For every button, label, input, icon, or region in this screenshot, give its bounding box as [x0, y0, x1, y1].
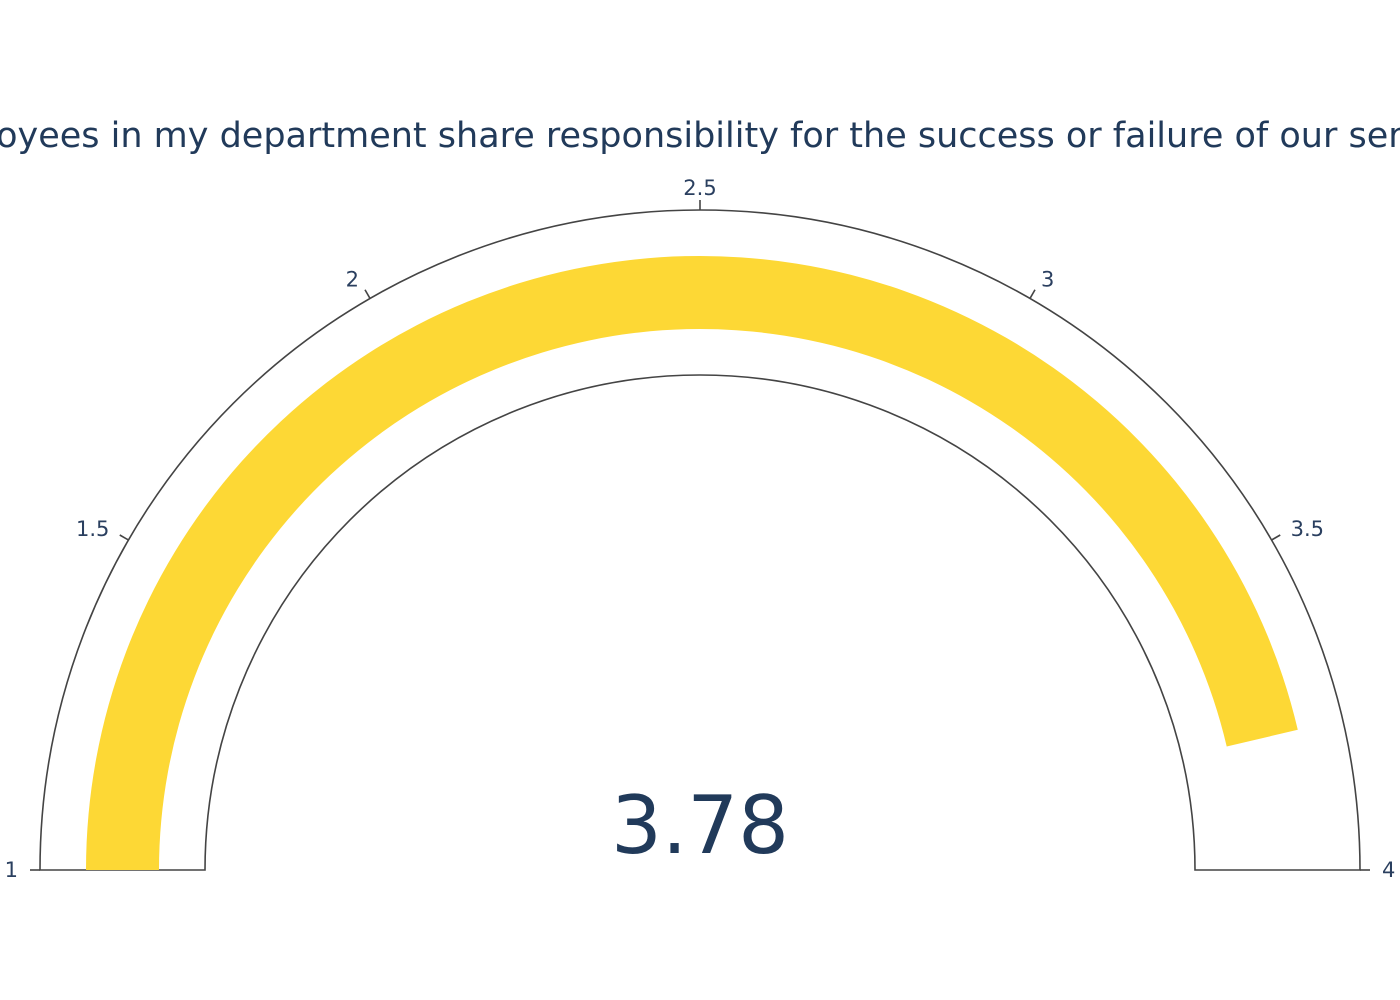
tick-label: 1.5: [76, 517, 109, 541]
chart-title: Employees in my department share respons…: [0, 116, 1400, 156]
tick-label: 2: [346, 267, 359, 291]
gauge-value-label: 3.78: [611, 779, 789, 872]
gauge-tick: [364, 289, 371, 299]
gauge-axis: 1 1.5 2 2.5 3 3.5 4: [5, 176, 1396, 882]
gauge-outline: [39, 209, 1361, 871]
tick-label: 1: [5, 858, 18, 882]
gauge-tick: [1271, 534, 1281, 541]
gauge-tick: [119, 534, 129, 541]
gauge-value-bar: [86, 256, 1298, 870]
gauge-tick: [1029, 289, 1036, 299]
tick-label: 3: [1041, 267, 1054, 291]
tick-label: 4: [1382, 858, 1395, 882]
tick-label: 3.5: [1291, 517, 1324, 541]
tick-label: 2.5: [683, 176, 716, 200]
